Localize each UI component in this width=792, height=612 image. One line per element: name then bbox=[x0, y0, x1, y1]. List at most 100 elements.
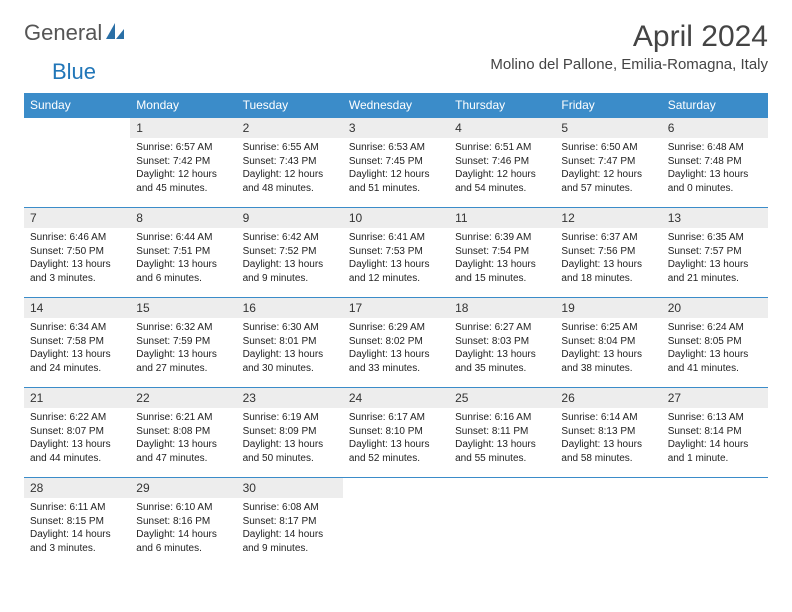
sunrise-line: Sunrise: 6:14 AM bbox=[561, 411, 655, 425]
sunset-line: Sunset: 7:43 PM bbox=[243, 155, 337, 169]
sunset-line: Sunset: 7:51 PM bbox=[136, 245, 230, 259]
sunrise-line: Sunrise: 6:27 AM bbox=[455, 321, 549, 335]
day-detail: Sunrise: 6:25 AMSunset: 8:04 PMDaylight:… bbox=[555, 318, 661, 375]
calendar-day-cell: 11Sunrise: 6:39 AMSunset: 7:54 PMDayligh… bbox=[449, 207, 555, 297]
sunrise-line: Sunrise: 6:39 AM bbox=[455, 231, 549, 245]
day-detail: Sunrise: 6:24 AMSunset: 8:05 PMDaylight:… bbox=[662, 318, 768, 375]
day-detail: Sunrise: 6:10 AMSunset: 8:16 PMDaylight:… bbox=[130, 498, 236, 555]
calendar-week-row: 7Sunrise: 6:46 AMSunset: 7:50 PMDaylight… bbox=[24, 207, 768, 297]
sunset-line: Sunset: 8:03 PM bbox=[455, 335, 549, 349]
sunset-line: Sunset: 7:45 PM bbox=[349, 155, 443, 169]
day-detail: Sunrise: 6:13 AMSunset: 8:14 PMDaylight:… bbox=[662, 408, 768, 465]
calendar-day-cell: 13Sunrise: 6:35 AMSunset: 7:57 PMDayligh… bbox=[662, 207, 768, 297]
sunrise-line: Sunrise: 6:17 AM bbox=[349, 411, 443, 425]
sunrise-line: Sunrise: 6:30 AM bbox=[243, 321, 337, 335]
calendar-day-cell: 29Sunrise: 6:10 AMSunset: 8:16 PMDayligh… bbox=[130, 477, 236, 567]
sunset-line: Sunset: 7:47 PM bbox=[561, 155, 655, 169]
daylight-line: Daylight: 13 hours and 30 minutes. bbox=[243, 348, 337, 375]
weekday-header-row: Sunday Monday Tuesday Wednesday Thursday… bbox=[24, 93, 768, 117]
day-detail: Sunrise: 6:11 AMSunset: 8:15 PMDaylight:… bbox=[24, 498, 130, 555]
daylight-line: Daylight: 13 hours and 52 minutes. bbox=[349, 438, 443, 465]
daylight-line: Daylight: 12 hours and 57 minutes. bbox=[561, 168, 655, 195]
calendar-day-cell: 4Sunrise: 6:51 AMSunset: 7:46 PMDaylight… bbox=[449, 117, 555, 207]
calendar-day-cell: 22Sunrise: 6:21 AMSunset: 8:08 PMDayligh… bbox=[130, 387, 236, 477]
sunset-line: Sunset: 7:48 PM bbox=[668, 155, 762, 169]
daylight-line: Daylight: 14 hours and 9 minutes. bbox=[243, 528, 337, 555]
day-detail: Sunrise: 6:29 AMSunset: 8:02 PMDaylight:… bbox=[343, 318, 449, 375]
daylight-line: Daylight: 13 hours and 6 minutes. bbox=[136, 258, 230, 285]
day-detail: Sunrise: 6:16 AMSunset: 8:11 PMDaylight:… bbox=[449, 408, 555, 465]
sunrise-line: Sunrise: 6:34 AM bbox=[30, 321, 124, 335]
sunset-line: Sunset: 7:42 PM bbox=[136, 155, 230, 169]
sunrise-line: Sunrise: 6:41 AM bbox=[349, 231, 443, 245]
day-detail: Sunrise: 6:19 AMSunset: 8:09 PMDaylight:… bbox=[237, 408, 343, 465]
day-number: 16 bbox=[237, 297, 343, 318]
calendar-day-cell: 9Sunrise: 6:42 AMSunset: 7:52 PMDaylight… bbox=[237, 207, 343, 297]
day-number: 21 bbox=[24, 387, 130, 408]
sunset-line: Sunset: 8:13 PM bbox=[561, 425, 655, 439]
day-detail: Sunrise: 6:21 AMSunset: 8:08 PMDaylight:… bbox=[130, 408, 236, 465]
sunset-line: Sunset: 7:50 PM bbox=[30, 245, 124, 259]
calendar-day-cell bbox=[343, 477, 449, 567]
weekday-header: Tuesday bbox=[237, 93, 343, 117]
sunset-line: Sunset: 8:08 PM bbox=[136, 425, 230, 439]
sunrise-line: Sunrise: 6:24 AM bbox=[668, 321, 762, 335]
calendar-day-cell: 25Sunrise: 6:16 AMSunset: 8:11 PMDayligh… bbox=[449, 387, 555, 477]
daylight-line: Daylight: 13 hours and 3 minutes. bbox=[30, 258, 124, 285]
day-number: 14 bbox=[24, 297, 130, 318]
weekday-header: Thursday bbox=[449, 93, 555, 117]
sunrise-line: Sunrise: 6:44 AM bbox=[136, 231, 230, 245]
day-detail: Sunrise: 6:22 AMSunset: 8:07 PMDaylight:… bbox=[24, 408, 130, 465]
daylight-line: Daylight: 14 hours and 1 minute. bbox=[668, 438, 762, 465]
sunset-line: Sunset: 7:59 PM bbox=[136, 335, 230, 349]
calendar-day-cell: 7 Sunrise: 6:46 AMSunset: 7:50 PMDaylight… bbox=[24, 207, 130, 297]
calendar-day-cell: 14Sunrise: 6:34 AMSunset: 7:58 PMDayligh… bbox=[24, 297, 130, 387]
day-detail: Sunrise: 6:30 AMSunset: 8:01 PMDaylight:… bbox=[237, 318, 343, 375]
day-detail: Sunrise: 6:39 AMSunset: 7:54 PMDaylight:… bbox=[449, 228, 555, 285]
calendar-day-cell: 17Sunrise: 6:29 AMSunset: 8:02 PMDayligh… bbox=[343, 297, 449, 387]
calendar-day-cell: 21Sunrise: 6:22 AMSunset: 8:07 PMDayligh… bbox=[24, 387, 130, 477]
sunset-line: Sunset: 8:09 PM bbox=[243, 425, 337, 439]
calendar-day-cell: 23Sunrise: 6:19 AMSunset: 8:09 PMDayligh… bbox=[237, 387, 343, 477]
daylight-line: Daylight: 12 hours and 48 minutes. bbox=[243, 168, 337, 195]
daylight-line: Daylight: 13 hours and 18 minutes. bbox=[561, 258, 655, 285]
sunrise-line: Sunrise: 6:16 AM bbox=[455, 411, 549, 425]
day-number: 23 bbox=[237, 387, 343, 408]
sunset-line: Sunset: 7:56 PM bbox=[561, 245, 655, 259]
sunset-line: Sunset: 8:04 PM bbox=[561, 335, 655, 349]
calendar-week-row: 1Sunrise: 6:57 AMSunset: 7:42 PMDaylight… bbox=[24, 117, 768, 207]
sunset-line: Sunset: 8:11 PM bbox=[455, 425, 549, 439]
day-number: 15 bbox=[130, 297, 236, 318]
sunset-line: Sunset: 7:57 PM bbox=[668, 245, 762, 259]
daylight-line: Daylight: 13 hours and 44 minutes. bbox=[30, 438, 124, 465]
calendar-day-cell: 28Sunrise: 6:11 AMSunset: 8:15 PMDayligh… bbox=[24, 477, 130, 567]
daylight-line: Daylight: 13 hours and 24 minutes. bbox=[30, 348, 124, 375]
brand-logo: General bbox=[24, 20, 128, 46]
location-label: Molino del Pallone, Emilia-Romagna, Ital… bbox=[490, 56, 768, 73]
sunrise-line: Sunrise: 6:46 AM bbox=[30, 231, 124, 245]
calendar-day-cell: 27Sunrise: 6:13 AMSunset: 8:14 PMDayligh… bbox=[662, 387, 768, 477]
calendar-day-cell: 15Sunrise: 6:32 AMSunset: 7:59 PMDayligh… bbox=[130, 297, 236, 387]
daylight-line: Daylight: 14 hours and 6 minutes. bbox=[136, 528, 230, 555]
calendar-week-row: 21Sunrise: 6:22 AMSunset: 8:07 PMDayligh… bbox=[24, 387, 768, 477]
sunrise-line: Sunrise: 6:51 AM bbox=[455, 141, 549, 155]
weekday-header: Friday bbox=[555, 93, 661, 117]
day-number: 7 bbox=[24, 207, 130, 228]
day-detail: Sunrise: 6:55 AMSunset: 7:43 PMDaylight:… bbox=[237, 138, 343, 195]
sunrise-line: Sunrise: 6:08 AM bbox=[243, 501, 337, 515]
sunset-line: Sunset: 7:46 PM bbox=[455, 155, 549, 169]
sunrise-line: Sunrise: 6:22 AM bbox=[30, 411, 124, 425]
day-number: 27 bbox=[662, 387, 768, 408]
sunrise-line: Sunrise: 6:53 AM bbox=[349, 141, 443, 155]
day-number: 18 bbox=[449, 297, 555, 318]
weekday-header: Sunday bbox=[24, 93, 130, 117]
daylight-line: Daylight: 13 hours and 21 minutes. bbox=[668, 258, 762, 285]
calendar-day-cell: 24Sunrise: 6:17 AMSunset: 8:10 PMDayligh… bbox=[343, 387, 449, 477]
day-empty bbox=[24, 117, 130, 138]
day-detail: Sunrise: 6:27 AMSunset: 8:03 PMDaylight:… bbox=[449, 318, 555, 375]
day-number: 29 bbox=[130, 477, 236, 498]
sunrise-line: Sunrise: 6:55 AM bbox=[243, 141, 337, 155]
daylight-line: Daylight: 13 hours and 9 minutes. bbox=[243, 258, 337, 285]
day-detail: Sunrise: 6:32 AMSunset: 7:59 PMDaylight:… bbox=[130, 318, 236, 375]
day-number: 2 bbox=[237, 117, 343, 138]
